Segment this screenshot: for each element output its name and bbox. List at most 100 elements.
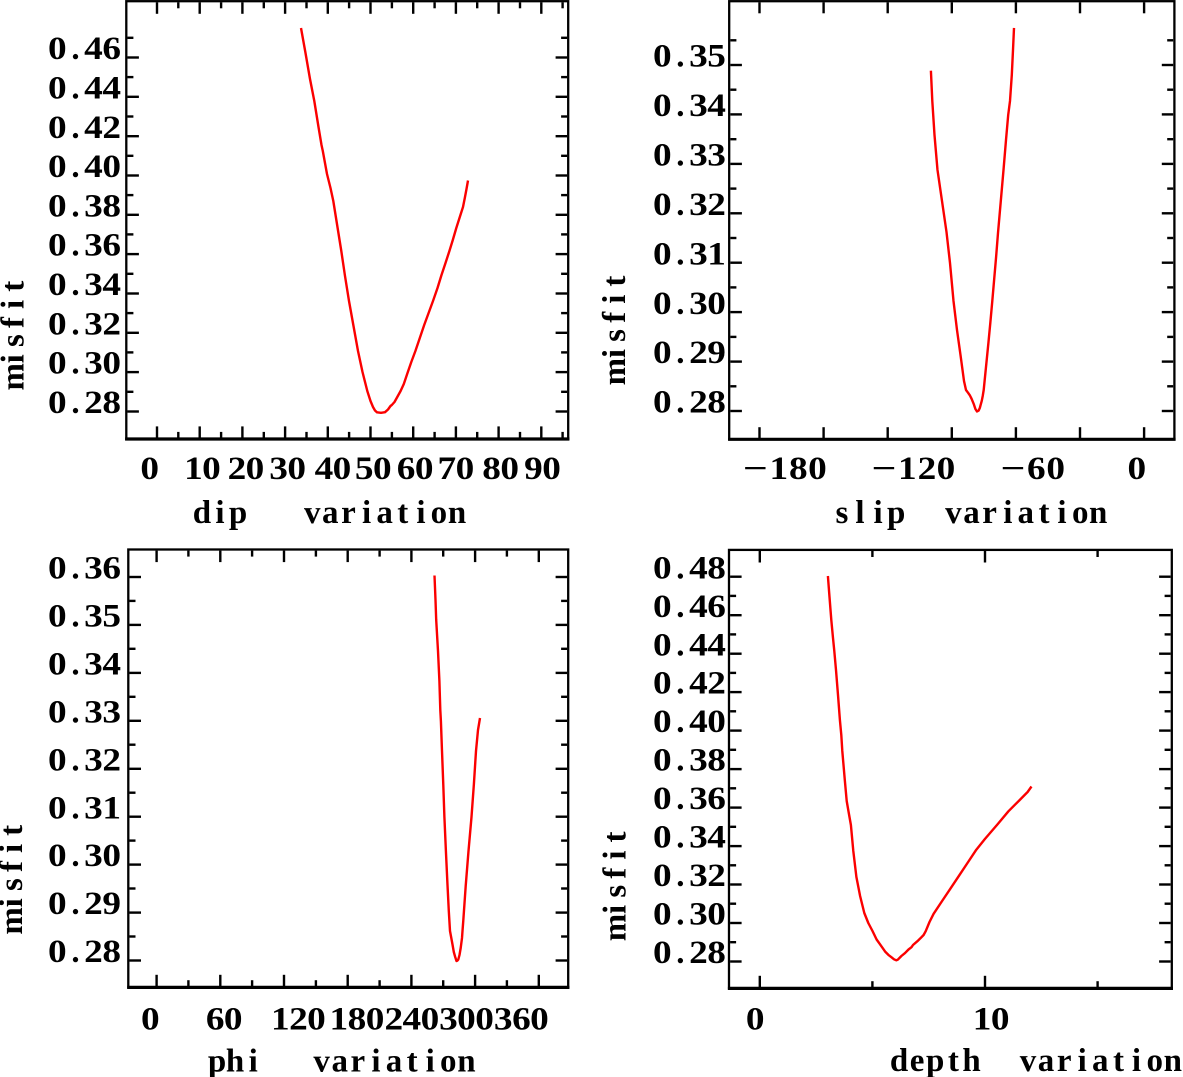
svg-text:o: o — [1072, 495, 1089, 531]
svg-text:.: . — [676, 385, 684, 421]
svg-text:9: 9 — [707, 334, 726, 371]
svg-text:0: 0 — [457, 1000, 476, 1037]
svg-text:.: . — [71, 110, 79, 146]
svg-text:3: 3 — [102, 693, 121, 730]
svg-text:.: . — [71, 694, 79, 730]
svg-text:i: i — [215, 495, 224, 531]
svg-text:1: 1 — [184, 450, 203, 487]
svg-text:h: h — [962, 1043, 980, 1077]
svg-text:.: . — [71, 599, 79, 635]
svg-text:1: 1 — [271, 1000, 290, 1037]
svg-text:0: 0 — [48, 741, 67, 778]
svg-text:m: m — [598, 914, 634, 942]
svg-text:.: . — [676, 39, 684, 75]
svg-text:1: 1 — [102, 789, 121, 826]
svg-text:0: 0 — [224, 1000, 243, 1037]
svg-text:0: 0 — [48, 789, 67, 826]
svg-text:3: 3 — [689, 819, 708, 856]
svg-text:0: 0 — [653, 588, 672, 625]
svg-text:0: 0 — [653, 334, 672, 371]
svg-text:4: 4 — [102, 645, 121, 682]
svg-text:3: 3 — [269, 450, 288, 487]
svg-text:0: 0 — [1127, 450, 1146, 487]
svg-text:0: 0 — [653, 285, 672, 322]
svg-text:8: 8 — [102, 384, 121, 421]
svg-text:0: 0 — [808, 450, 827, 487]
svg-text:0: 0 — [48, 550, 67, 587]
svg-text:0: 0 — [475, 1000, 494, 1037]
svg-text:a: a — [963, 495, 980, 531]
svg-text:3: 3 — [689, 285, 708, 322]
svg-text:0: 0 — [287, 450, 306, 487]
svg-text:−: − — [871, 450, 896, 487]
svg-text:0: 0 — [48, 187, 67, 224]
svg-text:.: . — [71, 838, 79, 874]
svg-text:8: 8 — [707, 549, 726, 586]
svg-text:m: m — [0, 363, 32, 391]
svg-text:.: . — [676, 550, 684, 586]
svg-text:3: 3 — [707, 136, 726, 173]
svg-text:2: 2 — [102, 741, 121, 778]
svg-text:.: . — [71, 790, 79, 826]
svg-text:5: 5 — [707, 38, 726, 75]
svg-text:0: 0 — [102, 345, 121, 382]
svg-text:0: 0 — [48, 345, 67, 382]
svg-text:0: 0 — [48, 30, 67, 67]
svg-text:.: . — [676, 666, 684, 702]
svg-text:v: v — [945, 495, 962, 531]
svg-text:f: f — [0, 860, 30, 872]
svg-text:3: 3 — [84, 187, 103, 224]
svg-text:l: l — [855, 495, 864, 531]
svg-text:i: i — [598, 905, 634, 914]
svg-text:p: p — [208, 1044, 226, 1077]
svg-text:n: n — [448, 495, 466, 531]
svg-text:0: 0 — [48, 597, 67, 634]
svg-text:d: d — [193, 495, 211, 531]
svg-text:0: 0 — [202, 450, 221, 487]
svg-text:0: 0 — [653, 703, 672, 740]
svg-text:0: 0 — [48, 384, 67, 421]
svg-text:2: 2 — [707, 665, 726, 702]
svg-text:t: t — [598, 832, 634, 843]
svg-text:6: 6 — [707, 780, 726, 817]
svg-text:v: v — [304, 495, 321, 531]
svg-text:6: 6 — [1027, 450, 1046, 487]
svg-text:2: 2 — [84, 933, 103, 970]
svg-text:i: i — [0, 898, 30, 907]
svg-text:.: . — [676, 704, 684, 740]
svg-text:3: 3 — [84, 837, 103, 874]
svg-text:t: t — [397, 495, 408, 531]
svg-text:s: s — [0, 334, 32, 347]
svg-text:a: a — [1018, 495, 1035, 531]
svg-text:4: 4 — [84, 148, 103, 185]
svg-text:0: 0 — [102, 148, 121, 185]
svg-text:4: 4 — [84, 30, 103, 67]
svg-text:.: . — [676, 236, 684, 272]
svg-text:8: 8 — [102, 187, 121, 224]
svg-text:6: 6 — [707, 588, 726, 625]
svg-text:.: . — [676, 627, 684, 663]
svg-text:.: . — [676, 88, 684, 124]
svg-text:0: 0 — [653, 235, 672, 272]
svg-text:i: i — [1078, 1043, 1087, 1077]
svg-text:p: p — [229, 495, 247, 531]
svg-text:0: 0 — [542, 450, 561, 487]
svg-text:.: . — [676, 781, 684, 817]
svg-text:r: r — [350, 1044, 365, 1077]
svg-text:1: 1 — [769, 450, 788, 487]
svg-text:0: 0 — [140, 450, 159, 487]
svg-text:0: 0 — [653, 87, 672, 124]
svg-text:r: r — [1057, 1043, 1072, 1077]
svg-text:0: 0 — [48, 148, 67, 185]
svg-text:v: v — [313, 1044, 330, 1077]
svg-text:.: . — [71, 228, 79, 264]
svg-text:2: 2 — [707, 186, 726, 223]
svg-text:v: v — [1020, 1043, 1037, 1077]
svg-text:6: 6 — [102, 30, 121, 67]
svg-text:3: 3 — [84, 789, 103, 826]
svg-text:4: 4 — [689, 588, 708, 625]
svg-text:6: 6 — [397, 450, 416, 487]
svg-text:.: . — [71, 306, 79, 342]
svg-text:.: . — [676, 589, 684, 625]
svg-text:0: 0 — [373, 450, 392, 487]
